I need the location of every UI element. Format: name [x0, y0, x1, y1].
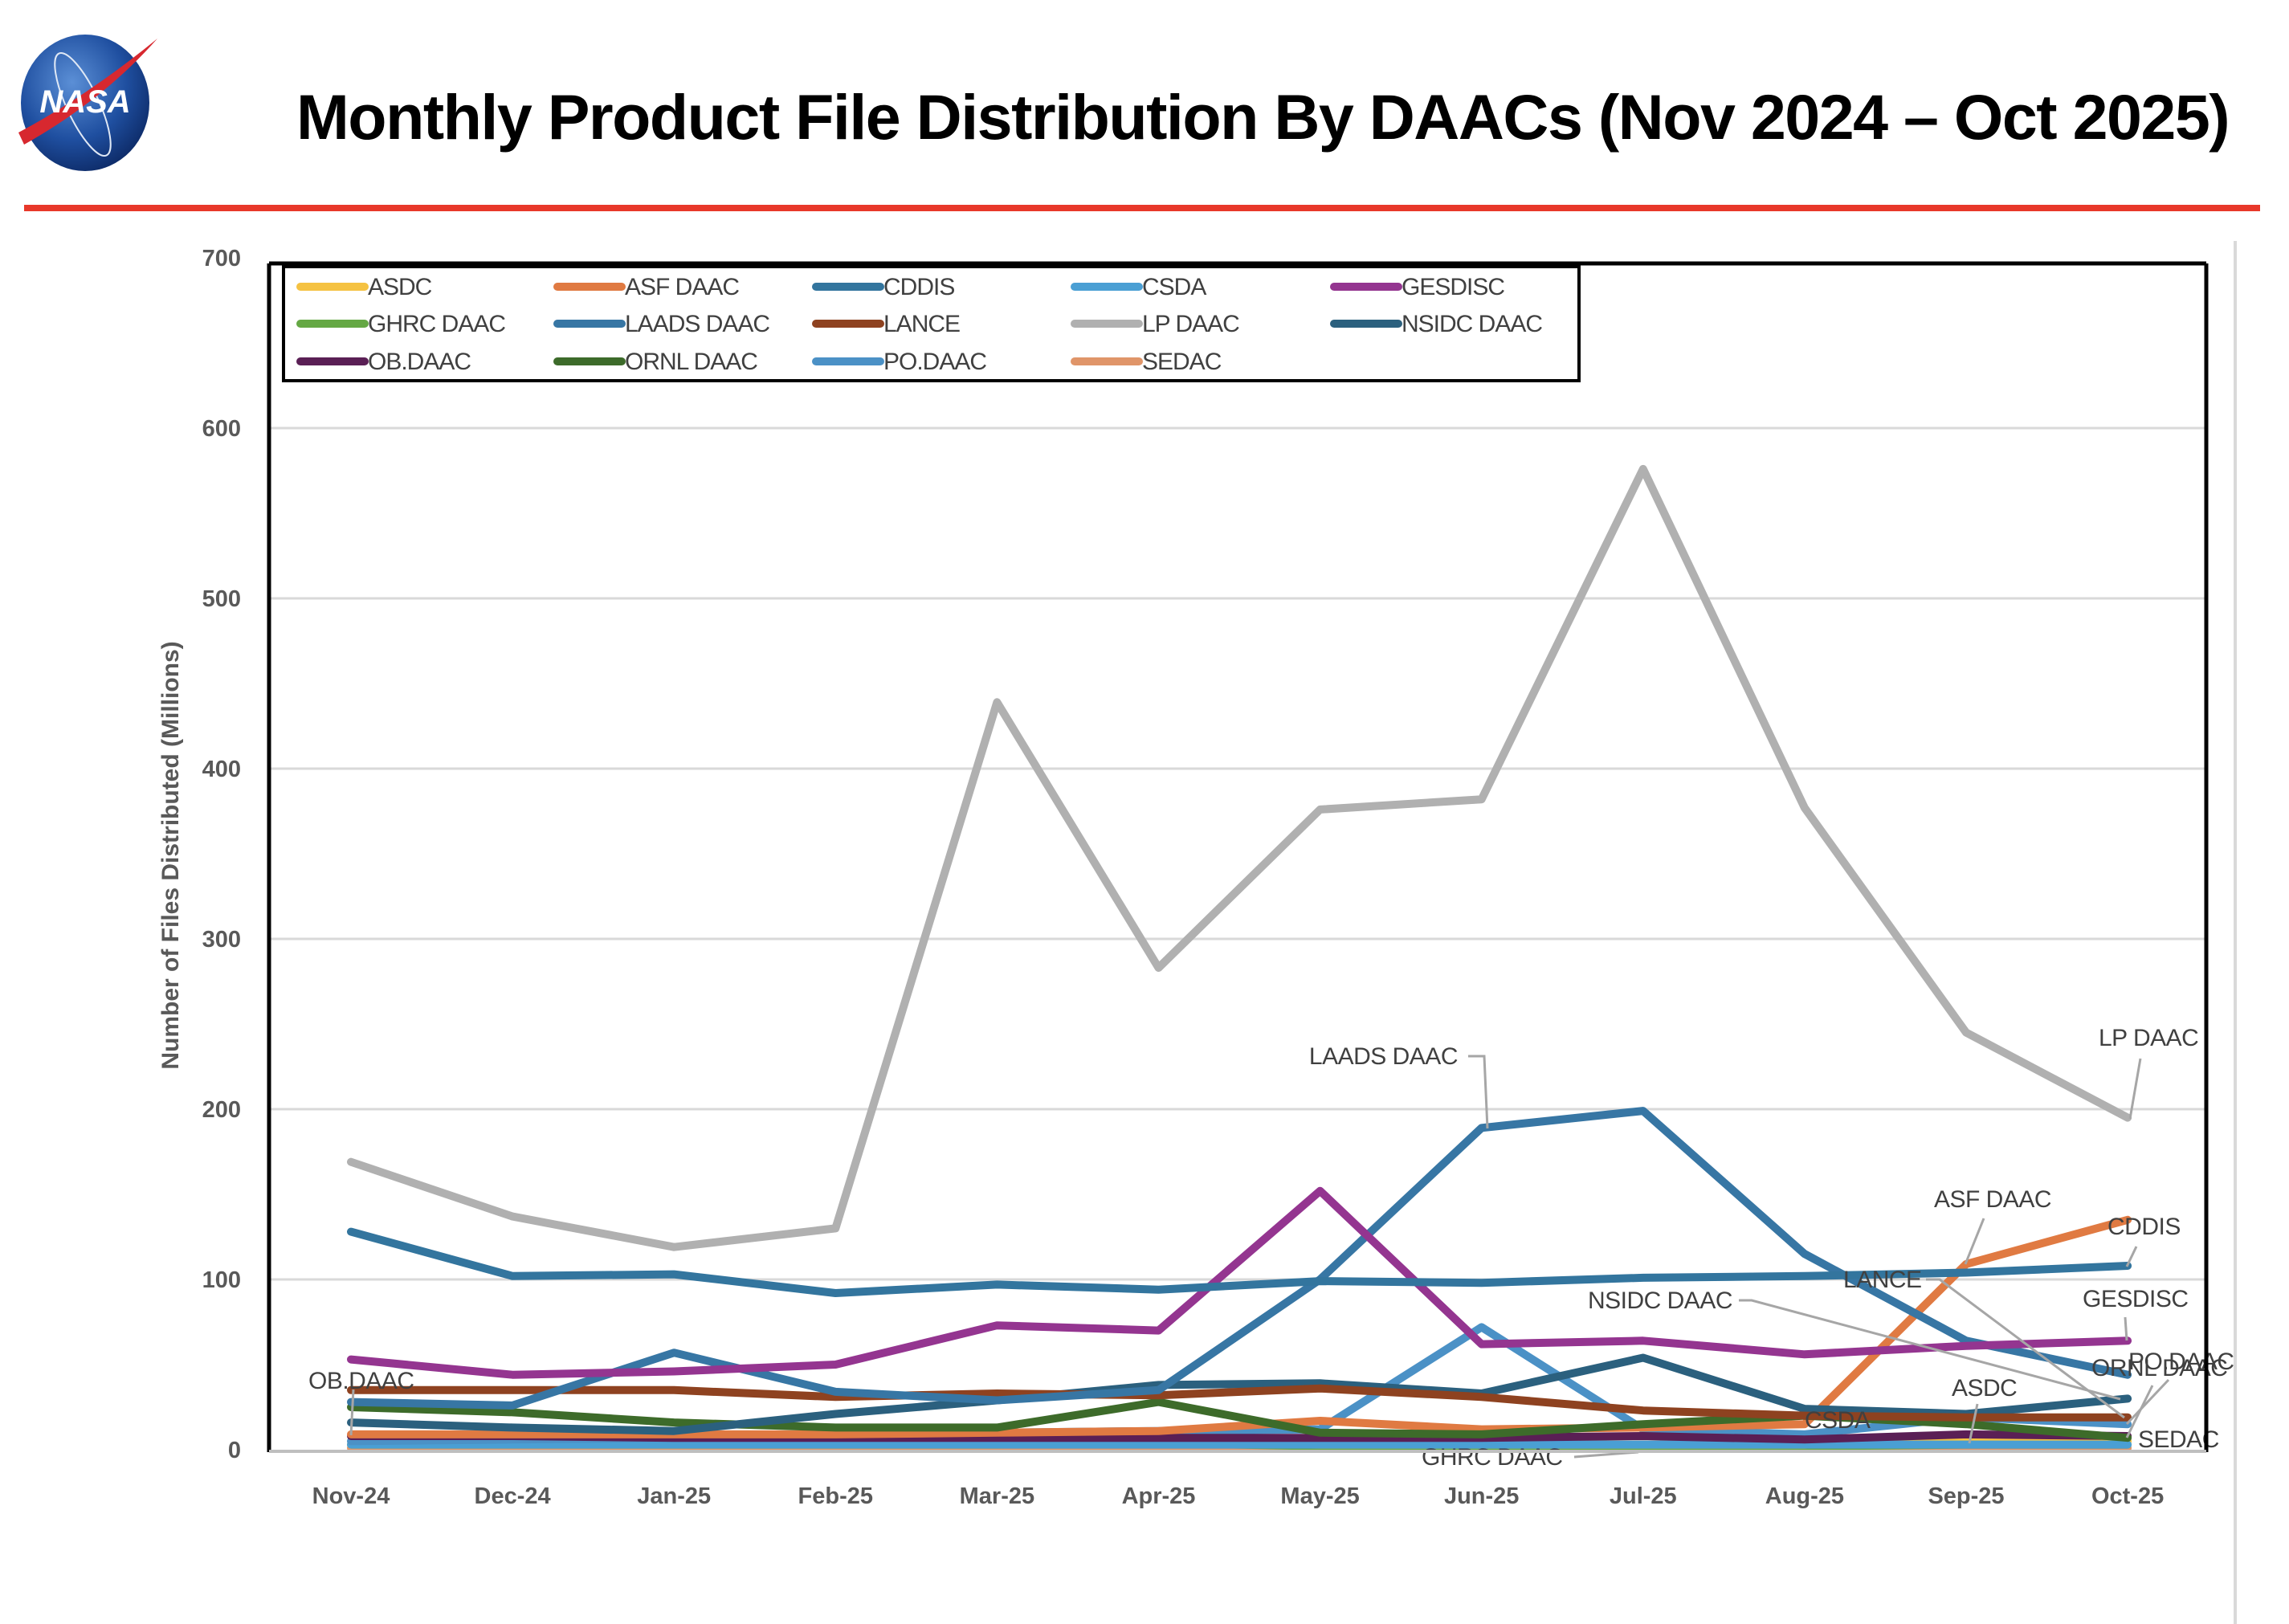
nasa-logo: NASA: [18, 35, 157, 171]
data-label-po-daac: PO.DAAC: [2128, 1349, 2234, 1375]
leader-line-gesdisc: [2124, 1316, 2128, 1341]
data-label-leaders: [349, 1055, 2170, 1459]
data-label-ghrc-daac: GHRC DAAC: [1422, 1444, 1563, 1471]
y-tick-label: 0: [228, 1438, 241, 1463]
leader-line-cddis: [2125, 1246, 2138, 1267]
data-label-nsidc-daac: NSIDC DAAC: [1588, 1287, 1732, 1314]
legend-label-cddis: CDDIS: [883, 274, 954, 300]
series-line-lance: [347, 1384, 2132, 1422]
page-right-edge: [2234, 241, 2237, 1624]
series-line-asf-daac: [347, 1215, 2132, 1438]
legend: ASDC ASF DAAC CDDIS CSDA GESDISC GHRC DAAC LAA…: [282, 265, 1581, 382]
leader-line-ob-daac: [349, 1389, 355, 1436]
x-tick-label: Sep-25: [1928, 1483, 2004, 1509]
y-tick-label: 300: [202, 927, 241, 953]
leader-line-lp-daac: [2128, 1058, 2142, 1120]
data-label-csda: CSDA: [1805, 1407, 1871, 1434]
y-tick-label: 200: [202, 1097, 241, 1123]
x-tick-label: Jul-25: [1610, 1483, 1677, 1509]
y-tick-label: 500: [202, 586, 241, 612]
x-axis-ticks: Nov-24 Dec-24 Jan-25 Feb-25 Mar-25 Apr-25 May-…: [312, 1483, 2165, 1509]
x-tick-label: Jun-25: [1444, 1483, 1519, 1509]
x-tick-label: May-25: [1280, 1483, 1359, 1509]
legend-label-laads-daac: LAADS DAAC: [625, 311, 769, 337]
legend-label-lp-daac: LP DAAC: [1142, 311, 1239, 337]
data-label-cddis: CDDIS: [2107, 1214, 2181, 1240]
series-line-lp-daac: [347, 464, 2132, 1251]
logo-vector-swoosh: [18, 39, 157, 145]
leader-line-po-daac: [2125, 1378, 2170, 1426]
y-tick-label: 700: [202, 246, 241, 271]
leader-line-nsidc-daac: [1739, 1299, 2121, 1401]
series-lines: [347, 464, 2132, 1452]
x-tick-label: Jan-25: [637, 1483, 711, 1509]
y-tick-label: 400: [202, 757, 241, 782]
legend-label-po-daac: PO.DAAC: [883, 349, 986, 375]
x-tick-label: Apr-25: [1122, 1483, 1196, 1509]
page-title: Monthly Product File Distribution By DAA…: [296, 81, 2230, 153]
gridlines: [269, 426, 2206, 1281]
leader-line-laads-daac: [1468, 1055, 1489, 1129]
data-label-gesdisc: GESDISC: [2083, 1286, 2189, 1312]
legend-label-nsidc-daac: NSIDC DAAC: [1402, 311, 1542, 337]
legend-label-ornl-daac: ORNL DAAC: [625, 349, 757, 375]
leader-line-asdc: [1968, 1403, 1979, 1444]
data-label-asf-daac: ASF DAAC: [1934, 1186, 2051, 1213]
series-line-nsidc-daac: [347, 1353, 2132, 1435]
x-tick-label: Feb-25: [798, 1483, 873, 1509]
legend-label-csda: CSDA: [1142, 274, 1206, 300]
y-tick-label: 100: [202, 1267, 241, 1293]
x-tick-label: Dec-24: [475, 1483, 551, 1509]
data-label-ob-daac: OB.DAAC: [308, 1368, 414, 1394]
series-line-cddis: [347, 1227, 2132, 1297]
legend-label-sedac: SEDAC: [1142, 349, 1222, 375]
legend-label-ghrc-daac: GHRC DAAC: [368, 311, 505, 337]
x-tick-label: Oct-25: [2091, 1483, 2164, 1509]
legend-label-gesdisc: GESDISC: [1402, 274, 1504, 300]
x-tick-label: Aug-25: [1765, 1483, 1844, 1509]
data-label-lp-daac: LP DAAC: [2099, 1025, 2198, 1051]
series-line-gesdisc: [347, 1186, 2132, 1379]
leader-line-lance: [1926, 1278, 2125, 1419]
title-divider: [24, 205, 2260, 211]
y-axis-ticks: 0 100 200 300 400 500 600 700: [202, 246, 241, 1463]
x-tick-label: Nov-24: [312, 1483, 390, 1509]
legend-label-asdc: ASDC: [368, 274, 432, 300]
legend-label-ob-daac: OB.DAAC: [368, 349, 471, 375]
data-labels: OB.DAAC LAADS DAAC GHRC DAAC NSIDC DAAC CSDA…: [308, 1025, 2234, 1471]
data-label-laads-daac: LAADS DAAC: [1309, 1043, 1458, 1070]
plot-frame: [267, 261, 2209, 1453]
logo-text: NASA: [39, 84, 130, 120]
y-tick-label: 600: [202, 416, 241, 442]
data-label-asdc: ASDC: [1952, 1375, 2017, 1402]
data-label-lance: LANCE: [1843, 1267, 1922, 1293]
leader-line-asf-daac: [1964, 1218, 1985, 1265]
x-tick-label: Mar-25: [960, 1483, 1035, 1509]
legend-label-lance: LANCE: [883, 311, 960, 337]
y-axis-title: Number of Files Distributed (Millions): [157, 641, 184, 1069]
legend-label-asf-daac: ASF DAAC: [625, 274, 739, 300]
series-line-laads-daac: [347, 1107, 2132, 1410]
